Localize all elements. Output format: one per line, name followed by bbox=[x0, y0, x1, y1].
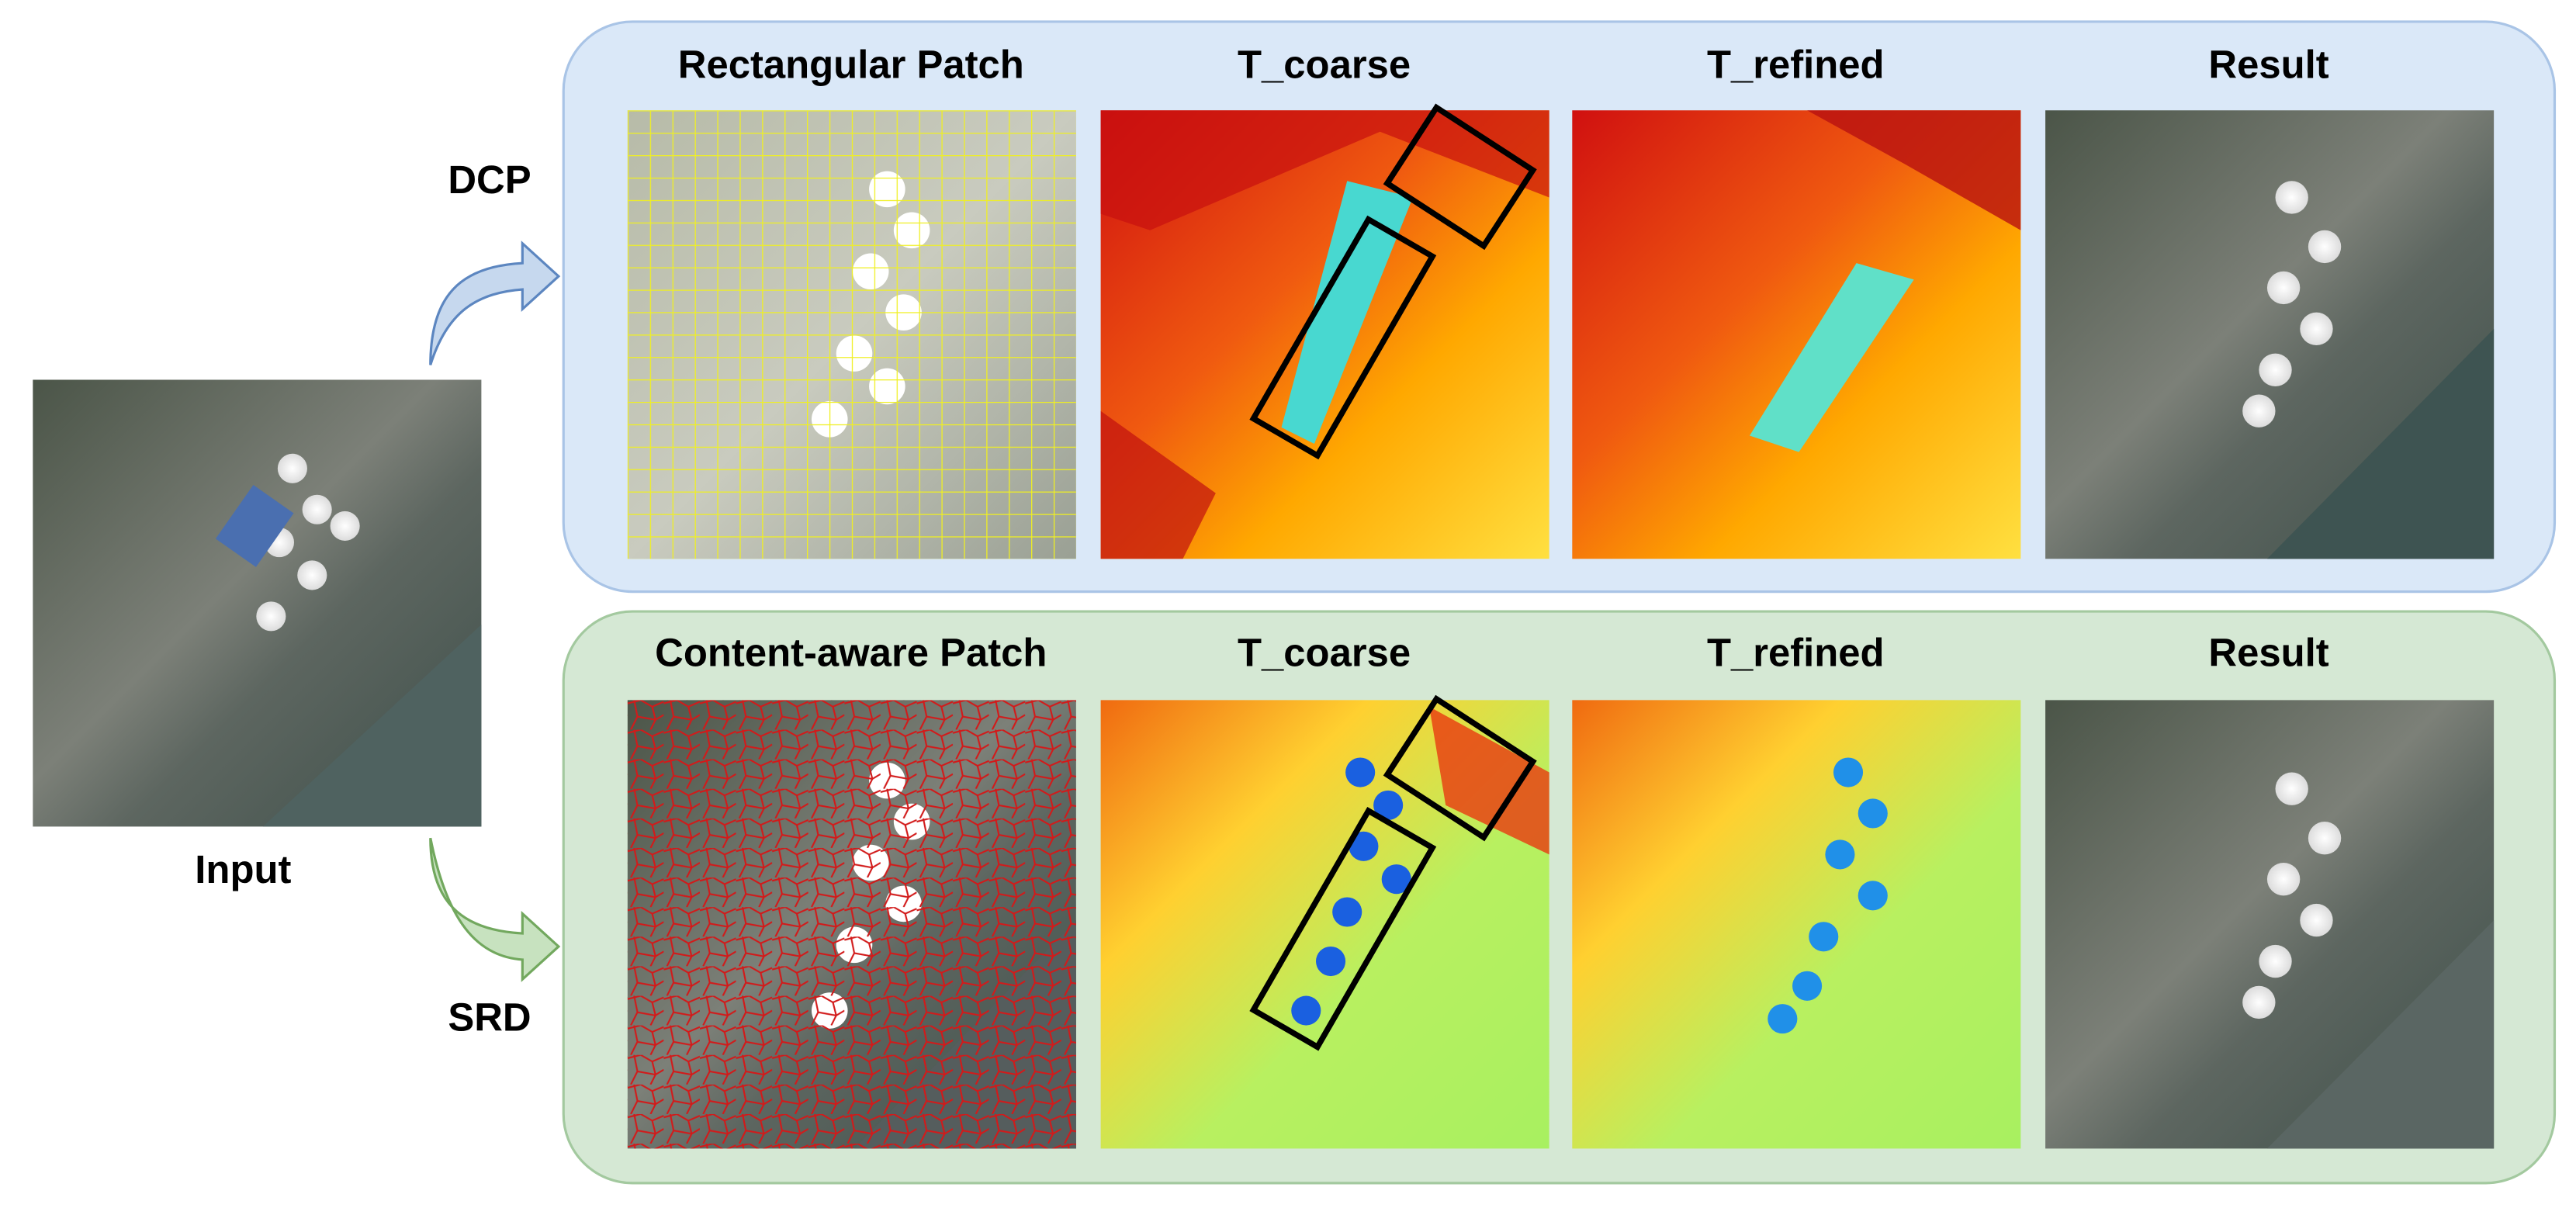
input-image bbox=[33, 379, 482, 827]
column-title: T_coarse bbox=[1238, 43, 1411, 87]
column-title: T_refined bbox=[1707, 631, 1885, 675]
dcp-arrow bbox=[429, 241, 561, 365]
column-title: Result bbox=[2208, 631, 2328, 675]
srd-result-image bbox=[2045, 700, 2495, 1149]
column-title: Rectangular Patch bbox=[678, 43, 1024, 87]
dcp-result-image bbox=[2045, 110, 2495, 559]
srd-arrow bbox=[429, 837, 561, 982]
t-coarse-image bbox=[1100, 103, 1549, 559]
input-label: Input bbox=[195, 847, 291, 891]
t-refined-image bbox=[1572, 700, 2021, 1149]
t-refined-image bbox=[1572, 110, 2021, 559]
content-aware-patch-image bbox=[627, 700, 1076, 1149]
t-coarse-image bbox=[1100, 694, 1549, 1149]
method-label: DCP bbox=[448, 157, 531, 202]
method-label: SRD bbox=[448, 995, 531, 1040]
rectangular-patch-image bbox=[627, 110, 1076, 559]
column-title: T_coarse bbox=[1238, 631, 1411, 675]
column-title: Content-aware Patch bbox=[655, 631, 1047, 675]
column-title: T_refined bbox=[1707, 43, 1885, 87]
column-title: Result bbox=[2208, 43, 2328, 87]
